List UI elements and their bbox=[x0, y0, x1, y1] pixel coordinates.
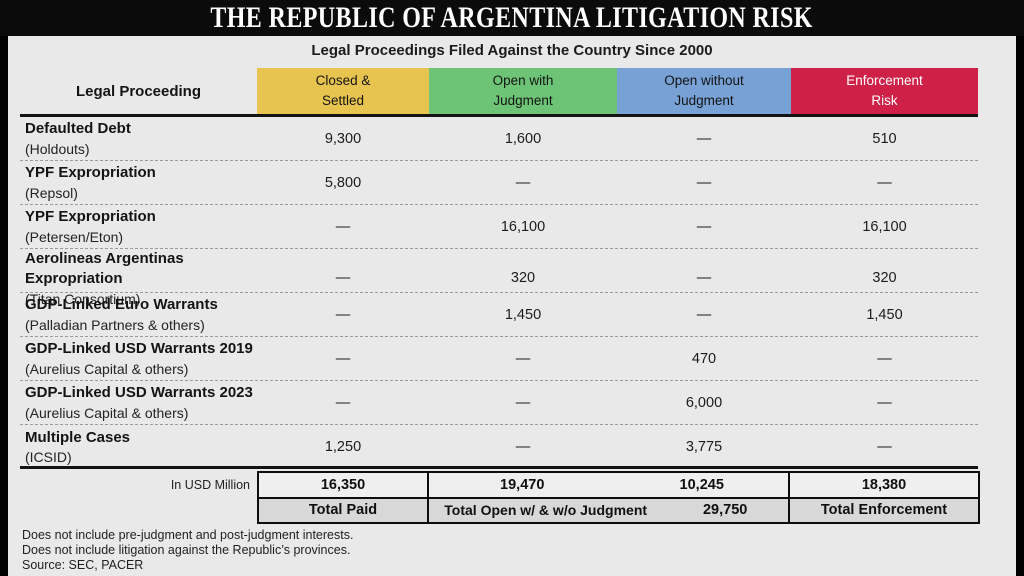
column-header-open-without-judgment: Open without Judgment bbox=[617, 68, 791, 114]
cell-open-without-judgment: — bbox=[696, 130, 712, 147]
cell-enforcement-risk: — bbox=[877, 350, 892, 367]
cell-open-with-judgment: 16,100 bbox=[500, 218, 546, 235]
cell-closed-settled: — bbox=[335, 394, 351, 411]
table-bottom-line bbox=[20, 466, 978, 469]
footnote-line: Does not include pre-judgment and post-j… bbox=[22, 528, 354, 542]
cell-enforcement-risk: — bbox=[877, 394, 892, 411]
total-open-values: 19,470 10,245 bbox=[429, 473, 790, 497]
row-label: Multiple Cases (ICSID) bbox=[25, 428, 131, 466]
total-open-label-cell: Total Open w/ & w/o Judgment 29,750 bbox=[429, 498, 790, 522]
total-enforcement-label: Total Enforcement bbox=[820, 502, 948, 519]
cell-enforcement-risk: 510 bbox=[872, 130, 897, 147]
cell-open-with-judgment: — bbox=[515, 174, 531, 191]
total-paid-label: Total Paid bbox=[259, 498, 429, 522]
totals-labels-row: Total Paid Total Open w/ & w/o Judgment … bbox=[259, 498, 978, 522]
table-row: GDP-Linked USD Warrants 2023 (Aurelius C… bbox=[20, 381, 978, 425]
cell-open-without-judgment: 470 bbox=[691, 350, 717, 367]
total-enforcement-value: 18,380 bbox=[861, 476, 907, 493]
cell-open-with-judgment: — bbox=[515, 394, 531, 411]
table-row: YPF Expropriation (Repsol) 5,800 — — — bbox=[20, 161, 978, 205]
unit-label: In USD Million bbox=[170, 477, 250, 492]
row-label: YPF Expropriation (Petersen/Eton) bbox=[25, 208, 156, 245]
cell-open-without-judgment: — bbox=[696, 306, 712, 323]
cell-enforcement-risk: 1,450 bbox=[866, 306, 903, 323]
total-closed-settled: 16,350 bbox=[259, 473, 429, 497]
cell-open-with-judgment: — bbox=[515, 350, 531, 367]
row-label: Aerolineas Argentinas Expropriation (Tit… bbox=[25, 250, 184, 307]
cell-open-without-judgment: 3,775 bbox=[685, 439, 723, 455]
total-open-with-judgment: 19,470 bbox=[500, 476, 545, 493]
cell-closed-settled: — bbox=[335, 350, 351, 367]
totals-values-row: 16,350 19,470 10,245 18,380 bbox=[259, 473, 978, 499]
cell-enforcement-risk: 16,100 bbox=[862, 218, 907, 235]
total-open-label: Total Open w/ & w/o Judgment bbox=[444, 502, 648, 519]
table-header-row: Legal Proceeding Closed & Settled Open w… bbox=[20, 68, 978, 114]
table-row: Defaulted Debt (Holdouts) 9,300 1,600 — … bbox=[20, 117, 978, 161]
table-row: Aerolineas Argentinas Expropriation (Tit… bbox=[20, 249, 978, 307]
cell-closed-settled: 1,250 bbox=[324, 439, 362, 455]
column-header-open-with-judgment: Open with Judgment bbox=[429, 68, 617, 114]
row-label: GDP-Linked Euro Warrants (Palladian Part… bbox=[25, 296, 218, 333]
total-open-without-judgment: 10,245 bbox=[679, 476, 724, 493]
table-subtitle: Legal Proceedings Filed Against the Coun… bbox=[311, 42, 713, 59]
column-header-closed-settled: Closed & Settled bbox=[257, 68, 429, 114]
total-open-sum: 29,750 bbox=[702, 502, 748, 519]
cell-open-without-judgment: — bbox=[696, 270, 712, 287]
cell-open-with-judgment: — bbox=[515, 439, 531, 455]
header-divider-line bbox=[20, 114, 978, 117]
cell-closed-settled: — bbox=[335, 270, 351, 287]
page-title: THE REPUBLIC OF ARGENTINA LITIGATION RIS… bbox=[210, 1, 814, 34]
table-row: GDP-Linked USD Warrants 2019 (Aurelius C… bbox=[20, 337, 978, 381]
table-row: GDP-Linked Euro Warrants (Palladian Part… bbox=[20, 293, 978, 337]
table-row: YPF Expropriation (Petersen/Eton) — 16,1… bbox=[20, 205, 978, 249]
cell-enforcement-risk: — bbox=[877, 174, 892, 191]
column-header-enforcement-risk: Enforcement Risk bbox=[791, 68, 978, 114]
cell-open-with-judgment: 1,600 bbox=[504, 130, 542, 147]
cell-open-without-judgment: — bbox=[696, 174, 712, 191]
row-label: GDP-Linked USD Warrants 2023 (Aurelius C… bbox=[25, 384, 253, 421]
cell-enforcement-risk: 320 bbox=[872, 270, 897, 287]
footnote-source: Source: SEC, PACER bbox=[22, 558, 144, 572]
table-row: Multiple Cases (ICSID) 1,250 — 3,775 — bbox=[20, 425, 978, 469]
title-banner: THE REPUBLIC OF ARGENTINA LITIGATION RIS… bbox=[0, 0, 1024, 36]
row-label: Defaulted Debt (Holdouts) bbox=[25, 120, 131, 157]
cell-open-without-judgment: — bbox=[696, 218, 712, 235]
table-body: Defaulted Debt (Holdouts) 9,300 1,600 — … bbox=[20, 117, 978, 469]
footnote-line: Does not include litigation against the … bbox=[22, 543, 351, 557]
cell-closed-settled: 5,800 bbox=[324, 174, 362, 191]
totals-box: 16,350 19,470 10,245 18,380 Total Paid T… bbox=[257, 471, 980, 524]
row-label: YPF Expropriation (Repsol) bbox=[25, 164, 156, 201]
cell-open-without-judgment: 6,000 bbox=[685, 394, 723, 411]
cell-open-with-judgment: 1,450 bbox=[504, 306, 542, 323]
cell-closed-settled: — bbox=[335, 218, 351, 235]
cell-closed-settled: 9,300 bbox=[324, 130, 362, 147]
footnotes: Does not include pre-judgment and post-j… bbox=[22, 528, 353, 573]
column-header-legal-proceeding: Legal Proceeding bbox=[75, 82, 202, 100]
cell-closed-settled: — bbox=[335, 306, 351, 323]
row-label: GDP-Linked USD Warrants 2019 (Aurelius C… bbox=[25, 340, 253, 377]
cell-enforcement-risk: — bbox=[877, 439, 892, 455]
cell-open-with-judgment: 320 bbox=[510, 270, 536, 287]
